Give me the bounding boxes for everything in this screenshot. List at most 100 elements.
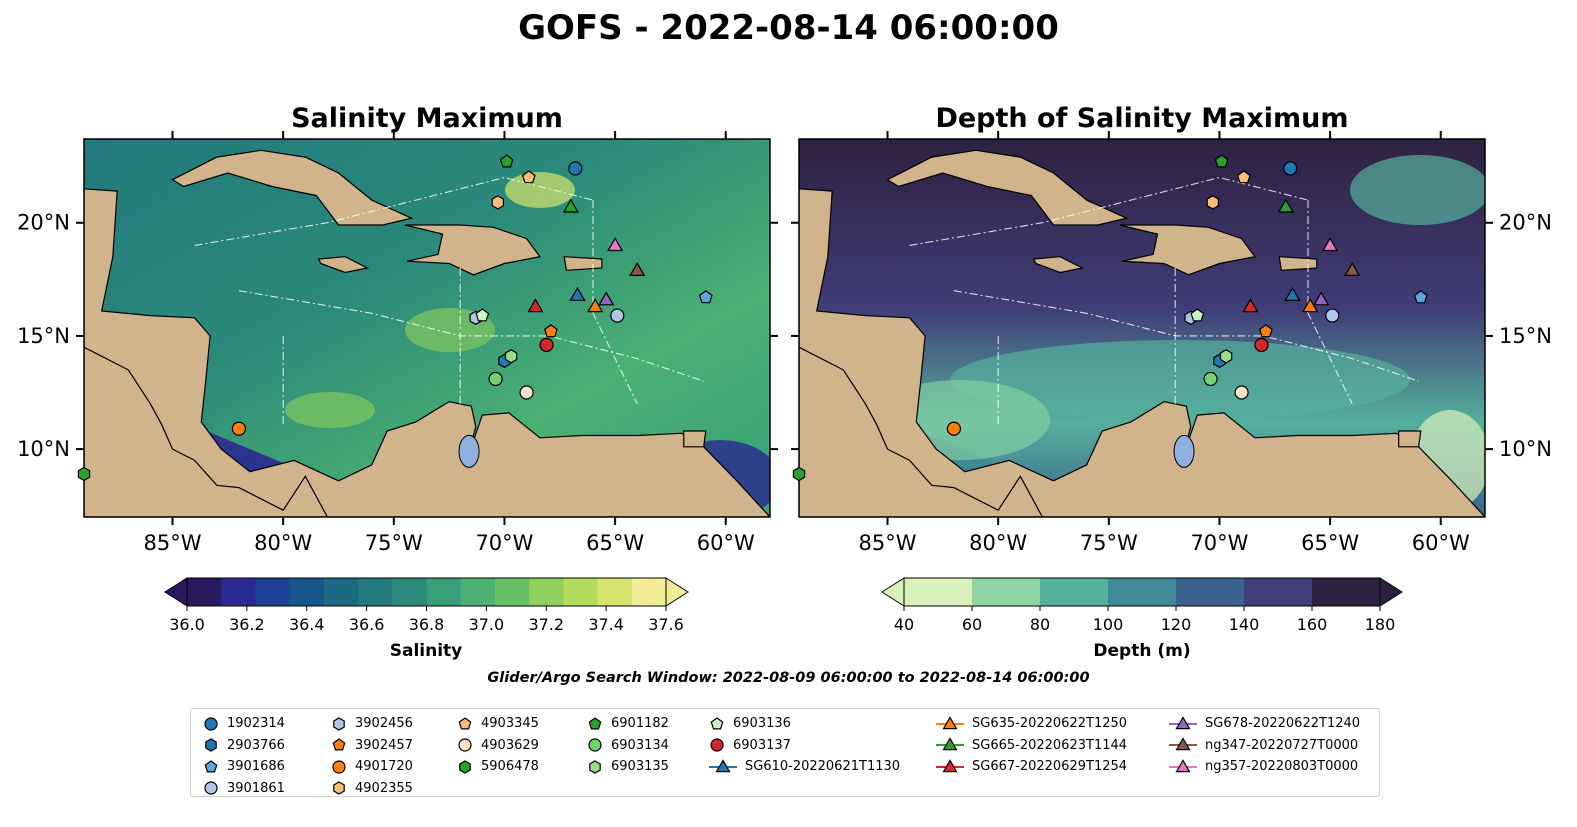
legend-label: 4903629 xyxy=(481,737,539,753)
shallow-depth-band xyxy=(1350,155,1485,225)
depth-map-frame xyxy=(798,138,1486,518)
land-polygon xyxy=(563,256,603,271)
colorbar-tick-label: 36.0 xyxy=(169,615,205,634)
legend-item: 4903629 xyxy=(457,735,539,757)
legend-label: 5906478 xyxy=(481,759,539,775)
observation-marker-6901182 xyxy=(1214,154,1229,168)
legend-marker xyxy=(332,760,346,774)
shallow-depth-band xyxy=(950,340,1410,420)
legend-swatch xyxy=(936,758,964,772)
observation-marker-6901182 xyxy=(499,154,514,168)
observation-marker-6903136 xyxy=(1190,308,1205,322)
legend-swatch xyxy=(589,760,601,774)
observation-marker-sg610-20220621t1130 xyxy=(569,286,586,301)
boundary-line xyxy=(194,176,594,246)
observation-marker-5906478 xyxy=(77,466,91,482)
colorbar-segment xyxy=(529,578,564,606)
colorbar-tick-label: 36.8 xyxy=(409,615,445,634)
observation-marker-6903135 xyxy=(1219,349,1233,364)
colorbar-tick-label: 180 xyxy=(1365,615,1396,634)
colorbar-tick-label: 37.0 xyxy=(469,615,505,634)
legend: 1902314 2903766 3901686 3901861 3902456 39024… xyxy=(190,708,1380,797)
search-window-note: Glider/Argo Search Window: 2022-08-09 06… xyxy=(487,670,1090,686)
lake-maracaibo xyxy=(1173,434,1195,468)
legend-label: 3902456 xyxy=(355,716,413,732)
lon-tick-label: 75°W xyxy=(1080,531,1138,555)
legend-label: 4902355 xyxy=(355,780,413,796)
legend-column: 1902314 2903766 3901686 3901861 xyxy=(203,713,285,799)
legend-marker xyxy=(204,781,218,795)
lat-tick-label: 15°N xyxy=(17,324,70,348)
legend-label: 6901182 xyxy=(611,716,669,732)
legend-marker xyxy=(333,717,345,731)
legend-label: 3901686 xyxy=(227,759,285,775)
lon-tick-label: 80°W xyxy=(254,531,312,555)
land-polygon xyxy=(1032,256,1085,274)
high-salinity-patch xyxy=(285,392,375,428)
legend-item: 6903136 xyxy=(709,713,900,735)
legend-marker xyxy=(458,717,472,730)
land-polygon xyxy=(330,139,333,140)
observation-marker-1902314 xyxy=(568,161,583,176)
observation-marker-4901720 xyxy=(946,421,962,436)
legend-marker xyxy=(459,760,471,774)
legend-item: 4903345 xyxy=(457,713,539,735)
legend-marker xyxy=(333,781,345,795)
lon-tick-label: 70°W xyxy=(1190,531,1248,555)
legend-item: SG667-20220629T1254 xyxy=(936,756,1127,778)
panel-title-salinity: Salinity Maximum xyxy=(291,103,563,134)
legend-label: 4901720 xyxy=(355,759,413,775)
legend-marker xyxy=(458,738,472,752)
lat-tick-label: 20°N xyxy=(17,211,70,235)
legend-swatch xyxy=(459,760,471,774)
observation-marker-4901720 xyxy=(231,421,247,436)
legend-label: SG610-20220621T1130 xyxy=(745,759,901,775)
legend-marker xyxy=(710,717,724,730)
legend-swatch xyxy=(1169,737,1197,751)
observation-marker-4902355 xyxy=(1206,195,1220,210)
colorbar-tick-label: 36.2 xyxy=(229,615,265,634)
colorbar-segment xyxy=(1244,578,1313,606)
colorbar-tick-label: 36.6 xyxy=(349,615,385,634)
observation-marker-4903629 xyxy=(519,385,534,400)
panel-title-depth: Depth of Salinity Maximum xyxy=(935,103,1349,134)
legend-marker xyxy=(204,717,218,731)
colorbar-segment xyxy=(460,578,496,606)
legend-label: ng347-20220727T0000 xyxy=(1205,737,1359,753)
lon-tick-label: 75°W xyxy=(365,531,423,555)
legend-item: 2903766 xyxy=(203,735,285,757)
legend-swatch xyxy=(332,738,346,751)
legend-column: 6903136 6903137 SG610-20220621T1130 xyxy=(709,713,900,778)
observation-marker-3901861 xyxy=(610,308,625,323)
land-polygon xyxy=(1045,139,1048,140)
depth-map xyxy=(799,139,1485,517)
legend-item: ng357-20220803T0000 xyxy=(1169,756,1360,778)
legend-label: 6903136 xyxy=(733,716,791,732)
legend-swatch xyxy=(710,738,724,752)
colorbar-segment xyxy=(1040,578,1109,606)
legend-label: 4903345 xyxy=(481,716,539,732)
colorbar-max-extend xyxy=(665,577,689,607)
colorbar-tick-label: 100 xyxy=(1093,615,1124,634)
lon-tick-label: 80°W xyxy=(969,531,1027,555)
legend-item: ng347-20220727T0000 xyxy=(1169,735,1360,757)
legend-marker xyxy=(588,717,602,730)
legend-swatch xyxy=(204,781,218,795)
observation-marker-ng357-20220803t0000 xyxy=(607,237,624,252)
observation-marker-6903136 xyxy=(475,308,490,322)
observation-marker-sg665-20220623t1144 xyxy=(1277,198,1294,213)
legend-swatch xyxy=(204,760,218,773)
land-polygon xyxy=(237,139,256,140)
legend-item: 6903135 xyxy=(587,756,669,778)
colorbar-segment xyxy=(1176,578,1245,606)
colorbar-segment xyxy=(289,578,325,606)
legend-swatch xyxy=(588,717,602,730)
lake-maracaibo xyxy=(458,434,480,468)
legend-item: 4901720 xyxy=(331,756,413,778)
legend-marker xyxy=(589,760,601,774)
observation-marker-1902314 xyxy=(1283,161,1298,176)
observation-marker-sg635-20220622t1250 xyxy=(1302,298,1319,313)
colorbar-max-extend xyxy=(1379,577,1403,607)
boundary-line xyxy=(909,176,1309,246)
legend-column: 4903345 4903629 5906478 xyxy=(457,713,539,778)
